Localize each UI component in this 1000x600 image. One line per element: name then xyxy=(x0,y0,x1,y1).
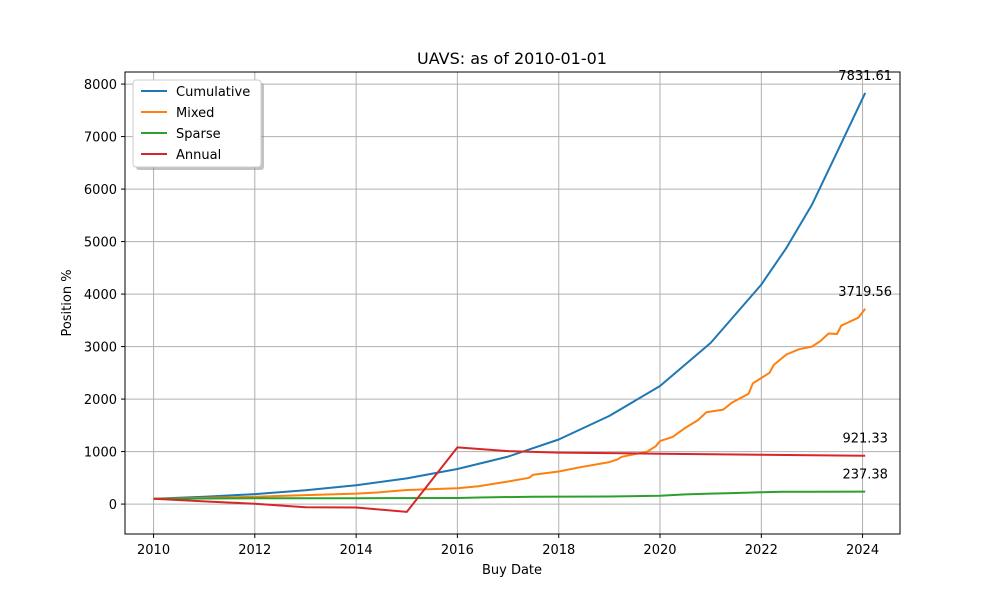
legend-label-sparse: Sparse xyxy=(176,127,221,142)
series-line-mixed xyxy=(153,308,866,500)
end-value-label-annual: 921.33 xyxy=(842,432,888,447)
end-value-label-sparse: 237.38 xyxy=(842,468,888,483)
legend-label-annual: Annual xyxy=(176,148,221,163)
y-tick-label: 4000 xyxy=(84,288,117,303)
y-tick-label: 7000 xyxy=(84,131,117,146)
series-line-cumulative xyxy=(153,92,867,500)
y-axis: 0 1000 2000 3000 4000 5000 6000 7000 8000 xyxy=(84,78,125,513)
x-tick-label: 2020 xyxy=(643,543,676,558)
x-tick-label: 2018 xyxy=(542,543,575,558)
series-line-annual xyxy=(153,446,866,513)
y-tick-label: 8000 xyxy=(84,78,117,93)
series-layer xyxy=(153,92,867,513)
x-tick-label: 2016 xyxy=(441,543,474,558)
series-line-sparse xyxy=(153,490,866,500)
y-tick-label: 6000 xyxy=(84,183,117,198)
y-tick-label: 2000 xyxy=(84,393,117,408)
legend-label-cumulative: Cumulative xyxy=(176,85,250,100)
end-labels: 7831.61 3719.56 237.38 921.33 xyxy=(838,69,892,483)
x-axis: 2010 2012 2014 2016 2018 2020 2022 2024 xyxy=(137,534,879,558)
x-axis-label: Buy Date xyxy=(482,563,542,578)
legend-label-mixed: Mixed xyxy=(176,106,214,121)
y-tick-label: 3000 xyxy=(84,341,117,356)
legend: Cumulative Mixed Sparse Annual xyxy=(132,79,264,170)
legend-box xyxy=(132,79,262,168)
y-axis-label: Position % xyxy=(60,269,75,336)
grid xyxy=(125,72,900,534)
x-tick-label: 2014 xyxy=(340,543,373,558)
x-tick-label: 2012 xyxy=(238,543,271,558)
x-tick-label: 2024 xyxy=(846,543,879,558)
plot-frame xyxy=(124,71,901,535)
end-value-label-cumulative: 7831.61 xyxy=(838,69,892,84)
y-tick-label: 1000 xyxy=(84,446,117,461)
x-tick-label: 2010 xyxy=(137,543,170,558)
x-tick-label: 2022 xyxy=(745,543,778,558)
y-tick-label: 0 xyxy=(109,498,117,513)
end-value-label-mixed: 3719.56 xyxy=(838,285,892,300)
chart-title: UAVS: as of 2010-01-01 xyxy=(417,49,607,68)
y-tick-label: 5000 xyxy=(84,236,117,251)
